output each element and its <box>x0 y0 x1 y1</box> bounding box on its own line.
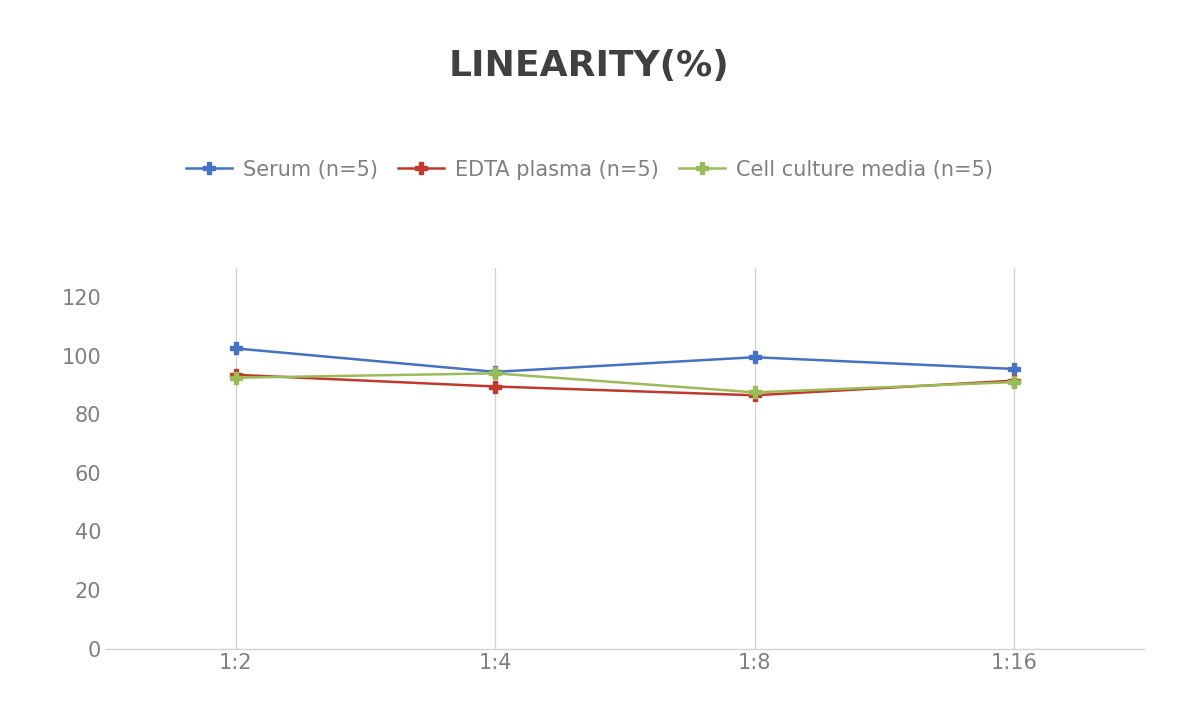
Legend: Serum (n=5), EDTA plasma (n=5), Cell culture media (n=5): Serum (n=5), EDTA plasma (n=5), Cell cul… <box>178 152 1001 188</box>
Serum (n=5) <box>747 353 762 362</box>
Line: Serum (n=5): Serum (n=5) <box>230 342 1020 378</box>
EDTA plasma (n=5) <box>1007 376 1021 385</box>
Cell culture media (n=5) <box>747 388 762 397</box>
Line: Cell culture media (n=5): Cell culture media (n=5) <box>230 367 1020 398</box>
Cell culture media (n=5) <box>229 374 243 382</box>
EDTA plasma (n=5) <box>229 371 243 379</box>
Text: LINEARITY(%): LINEARITY(%) <box>449 49 730 83</box>
Cell culture media (n=5) <box>1007 378 1021 386</box>
Cell culture media (n=5) <box>488 369 502 378</box>
Serum (n=5) <box>488 367 502 376</box>
EDTA plasma (n=5) <box>488 382 502 391</box>
EDTA plasma (n=5) <box>747 391 762 400</box>
Serum (n=5) <box>229 344 243 352</box>
Line: EDTA plasma (n=5): EDTA plasma (n=5) <box>230 369 1020 402</box>
Serum (n=5) <box>1007 364 1021 373</box>
